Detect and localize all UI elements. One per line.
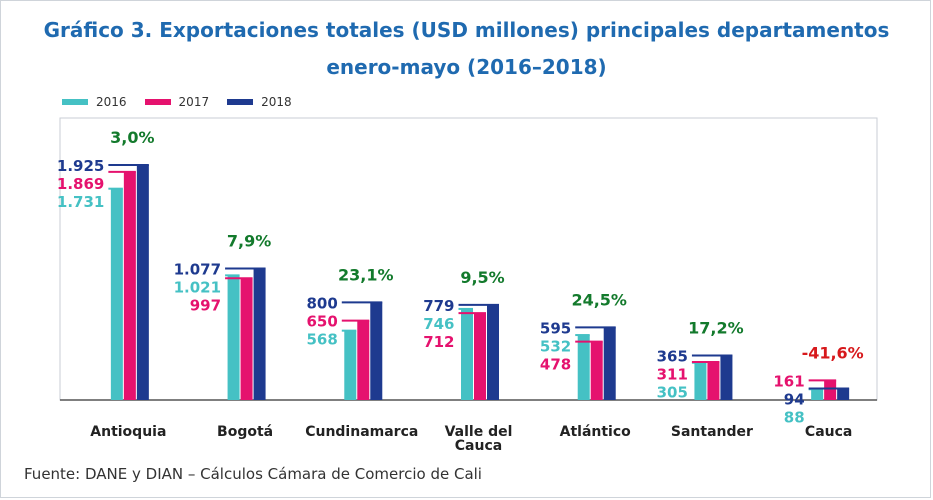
value-label-2016-3: 746 [423,315,454,333]
category-label-4: Atlántico [560,424,632,440]
bar-2016-4 [577,335,590,400]
bar-2017-0 [123,171,136,400]
value-label-2018-0: 1.925 [57,157,104,175]
bar-2016-0 [110,188,123,400]
bar-2017-2 [357,320,370,400]
value-label-2017-4: 478 [540,355,571,373]
bar-2016-6 [811,389,824,400]
legend-item-2016: 2016 [62,95,127,109]
category-label-3-line1: Cauca [455,438,502,454]
bar-2016-1 [227,275,240,400]
bar-2017-5 [707,362,720,400]
category-label-6: Cauca [805,424,852,440]
legend-item-2018: 2018 [227,95,292,109]
bar-2016-2 [344,330,357,400]
value-label-2017-0: 1.869 [57,175,104,193]
bar-2018-5 [720,355,733,400]
value-label-2017-5: 311 [657,365,688,383]
bar-2017-6 [824,380,837,400]
value-label-2017-6: 161 [773,372,804,390]
value-label-2018-2: 800 [306,294,337,312]
growth-label-5: 17,2% [688,318,744,337]
value-label-2018-3: 779 [423,297,454,315]
category-label-0: Antioquia [90,424,166,440]
value-label-2018-4: 595 [540,319,571,337]
bar-2018-0 [136,165,149,400]
source-note: Fuente: DANE y DIAN – Cálculos Cámara de… [24,465,482,483]
chart-title-line2: enero-mayo (2016–2018) [326,55,607,79]
category-label-3-line0: Valle del [445,424,513,440]
value-label-2017-3: 712 [423,333,454,351]
growth-label-0: 3,0% [110,128,154,147]
legend-swatch-2017 [144,99,171,105]
value-label-2017-1: 997 [190,297,221,315]
value-label-2018-6: 94 [784,390,805,408]
legend-label-2016: 2016 [96,95,127,109]
chart-title-line1: Gráfico 3. Exportaciones totales (USD mi… [43,18,890,42]
growth-label-1: 7,9% [227,232,271,251]
value-label-2018-5: 365 [657,347,688,365]
legend-item-2017: 2017 [144,95,210,109]
growth-label-2: 23,1% [338,265,394,284]
category-label-2: Cundinamarca [305,424,418,440]
bar-2016-5 [694,362,707,400]
legend-label-2017: 2017 [178,95,210,109]
category-label-1: Bogotá [217,424,273,440]
legend-label-2018: 2018 [261,95,292,109]
category-label-5: Santander [671,424,753,440]
value-label-2017-2: 650 [306,313,337,331]
growth-label-6: -41,6% [802,343,864,362]
bar-2017-3 [474,313,486,400]
value-label-2016-1: 1.021 [174,279,221,297]
legend-swatch-2018 [227,99,254,105]
bar-2018-1 [253,268,266,400]
bar-2018-3 [487,304,499,400]
bar-2017-1 [240,278,253,400]
value-label-2016-0: 1.731 [57,193,104,211]
value-label-2016-6: 88 [784,408,805,426]
bar-2018-4 [603,327,616,400]
bar-2018-6 [837,388,850,400]
bar-2017-4 [590,341,603,400]
growth-label-3: 9,5% [460,268,504,287]
legend-swatch-2016 [62,99,88,105]
value-label-2018-1: 1.077 [174,261,221,279]
legend: 2016 2017 2018 [62,94,310,110]
value-label-2016-2: 568 [306,331,337,349]
bar-2016-3 [461,308,473,400]
value-label-2016-4: 532 [540,337,571,355]
growth-label-4: 24,5% [571,290,627,309]
value-label-2016-5: 305 [657,383,688,401]
bar-2018-2 [370,302,383,400]
